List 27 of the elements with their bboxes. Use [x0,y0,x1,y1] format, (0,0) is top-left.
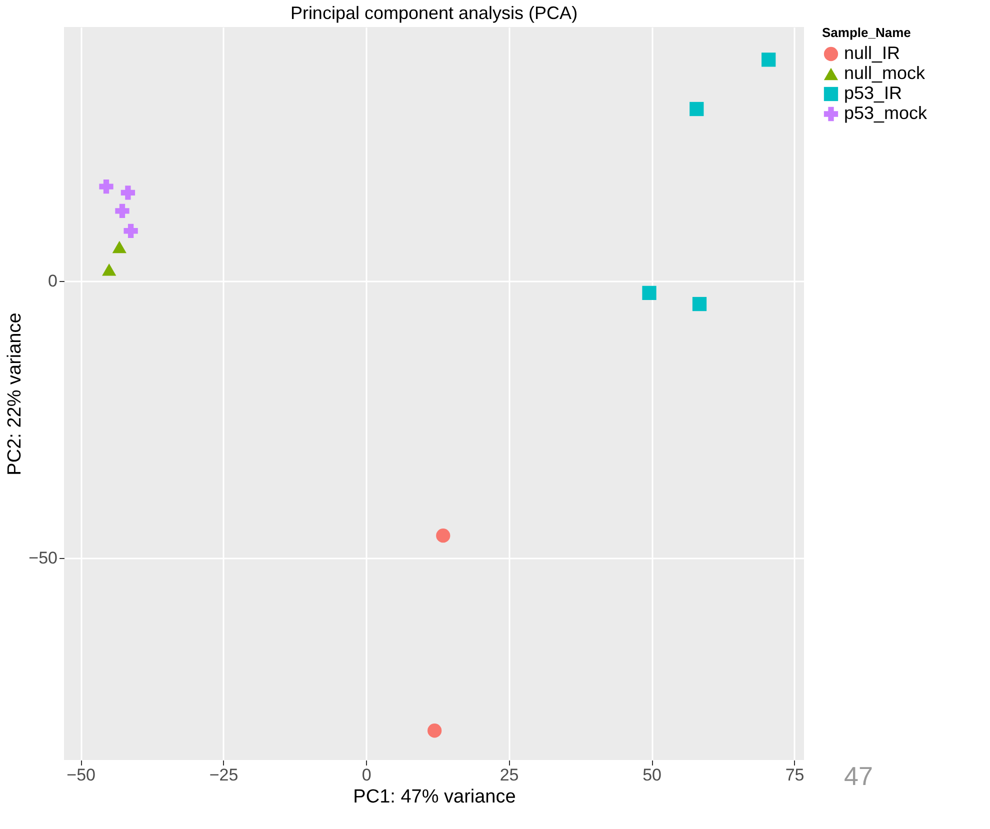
x-tick-label: 75 [785,766,804,784]
legend-label: null_mock [844,63,926,83]
point [115,204,130,218]
text: 47 [844,761,873,791]
legend-label: p53_IR [844,83,902,103]
x-tick-label: −25 [209,766,238,784]
point [692,296,707,312]
point [642,286,656,300]
point [690,102,704,116]
point [99,179,114,194]
x-tick-label: −50 [66,766,96,784]
point [112,240,126,254]
legend-label: p53_mock [844,103,928,123]
x-tick-label: 50 [642,766,662,784]
x-axis-title: PC1: 47% variance [353,786,516,808]
point [428,724,442,738]
point [436,528,450,543]
point [762,52,776,67]
legend-title: Sample_Name [822,25,911,40]
chart-title: Principal component analysis (PCA) [290,3,578,23]
point [124,224,138,238]
y-axis-title: PC2: 22% variance [4,312,26,476]
point [120,186,136,200]
legend-label: null_IR [844,43,900,63]
x-tick-label: 25 [500,766,519,784]
point [102,264,116,276]
x-tick-label: 0 [362,766,372,784]
